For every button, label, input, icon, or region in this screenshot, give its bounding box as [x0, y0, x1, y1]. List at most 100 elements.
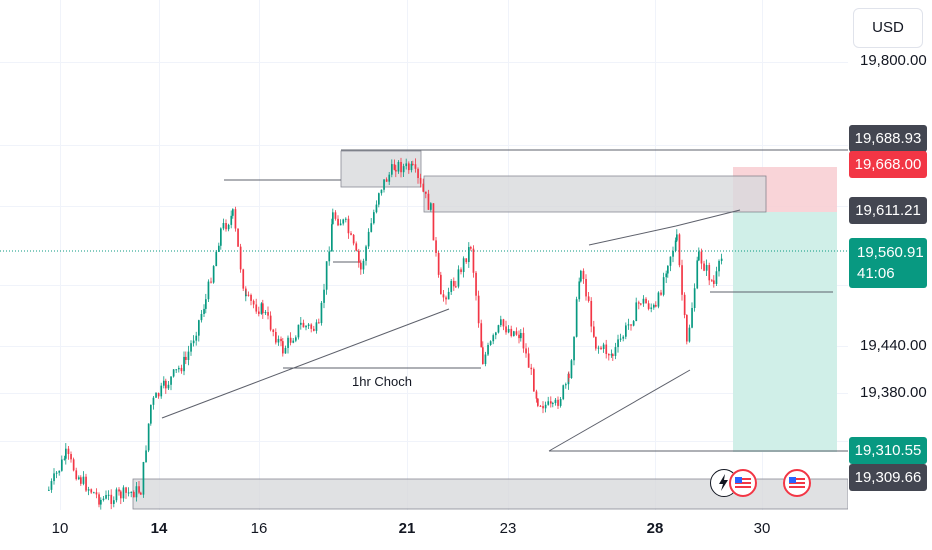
candle-body [395, 169, 397, 172]
candle-body [255, 304, 258, 312]
candle-body [391, 164, 393, 175]
candle-body [700, 251, 703, 264]
candle-body [315, 322, 318, 331]
candle-body [232, 209, 234, 216]
candle-body [367, 231, 370, 247]
candle-body [138, 486, 140, 493]
candle-body [275, 331, 277, 343]
candle-body [614, 347, 617, 356]
candle-body [297, 324, 300, 338]
candle-body [380, 189, 383, 194]
candle-body [617, 339, 619, 348]
candle-body [477, 295, 480, 324]
candle-body [472, 248, 475, 273]
us-flag-icon[interactable] [783, 469, 811, 497]
candle-body [578, 281, 581, 300]
us-flag-icon[interactable] [729, 469, 757, 497]
candle-body [282, 341, 284, 354]
candle-body [400, 161, 402, 173]
candle-body [632, 321, 635, 326]
candle-body [152, 397, 155, 405]
candle-body [510, 328, 513, 336]
candle-body [691, 308, 693, 328]
candle-body [107, 494, 110, 496]
y-tick-label: 19,380.00 [860, 384, 927, 401]
price-tag-stop: 19,668.00 [849, 151, 927, 178]
candles [48, 157, 723, 510]
candle-body [393, 164, 396, 170]
candle-body [468, 247, 470, 263]
candle-body [345, 218, 347, 220]
candle-body [674, 240, 677, 251]
supply-zone [423, 175, 767, 213]
currency-button[interactable]: USD [853, 8, 923, 48]
candle-body [405, 163, 408, 167]
candle-body [414, 164, 417, 169]
candle-body [165, 380, 167, 389]
candle-body [595, 336, 597, 349]
candle-body [61, 459, 63, 471]
price-chart[interactable] [0, 0, 848, 512]
candle-body [287, 337, 289, 348]
candle-body [542, 405, 544, 409]
candle-body [507, 328, 510, 333]
candle-body [247, 294, 250, 296]
candle-body [342, 219, 345, 224]
candle-body [600, 347, 602, 350]
candle-body [515, 331, 518, 335]
candle-body [163, 380, 165, 386]
candle-body [647, 303, 650, 309]
candle-body [75, 470, 78, 480]
candle-body [267, 312, 269, 316]
candle-body [53, 473, 55, 482]
candle-body [627, 324, 630, 326]
candle-body [262, 303, 264, 314]
candle-body [183, 356, 185, 372]
y-tick-label: 19,440.00 [860, 337, 927, 354]
candle-body [412, 163, 414, 165]
candle-body [562, 385, 565, 400]
candle-body [385, 179, 388, 182]
candle-body [676, 234, 678, 241]
x-tick-label: 16 [250, 520, 268, 537]
candle-body [205, 299, 207, 309]
candle-body [500, 319, 502, 326]
candle-body [212, 266, 215, 283]
candle-body [120, 491, 122, 499]
candle-body [430, 203, 432, 210]
candle-body [352, 234, 355, 244]
candle-body [302, 322, 305, 328]
candle-body [67, 448, 70, 455]
x-tick-label: 30 [753, 520, 771, 537]
candle-body [640, 303, 642, 305]
candle-body [408, 163, 410, 171]
candle-body [125, 487, 127, 493]
candle-body [260, 303, 263, 314]
candle-body [122, 487, 125, 499]
candle-body [547, 401, 550, 405]
candle-body [557, 399, 559, 406]
candle-body [688, 327, 691, 342]
candle-body [239, 246, 242, 270]
candle-body [610, 354, 613, 356]
candle-body [427, 193, 430, 210]
candle-body [455, 286, 457, 288]
candle-body [619, 338, 622, 340]
candle-body [442, 294, 445, 298]
candle-body [655, 304, 657, 307]
candle-body [105, 495, 107, 499]
candle-body [422, 183, 425, 192]
price-tag-low: 19,309.66 [849, 464, 927, 491]
candle-body [554, 399, 557, 404]
candle-body [300, 322, 302, 325]
annotation-label: 1hr Choch [352, 374, 412, 389]
candle-body [242, 269, 245, 289]
candle-body [305, 325, 307, 328]
candle-body [150, 404, 152, 424]
candle-body [140, 492, 142, 495]
candle-body [215, 251, 218, 267]
candle-body [178, 367, 180, 370]
candle-body [167, 384, 170, 389]
candle-body [593, 326, 595, 337]
